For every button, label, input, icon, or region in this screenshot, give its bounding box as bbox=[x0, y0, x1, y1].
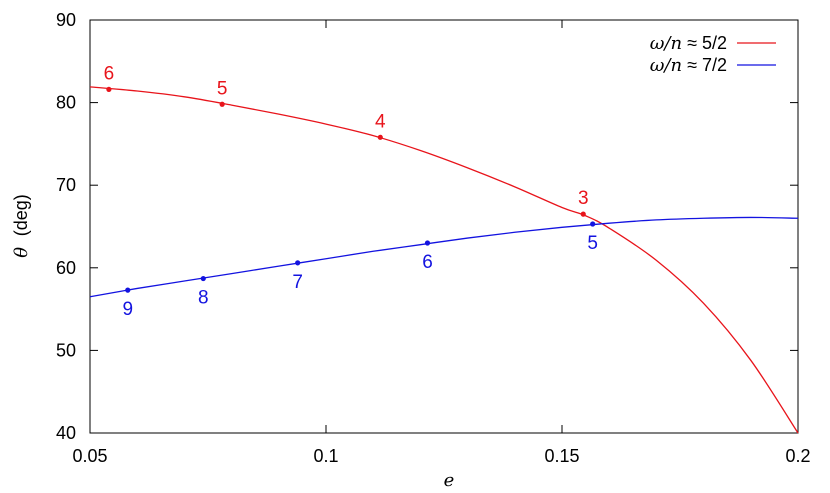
y-tick-label: 40 bbox=[56, 423, 76, 443]
point-label: 6 bbox=[422, 252, 433, 273]
y-axis-symbol: θ bbox=[11, 247, 32, 258]
y-axis-unit: (deg) bbox=[11, 194, 31, 236]
point-label: 9 bbox=[122, 299, 133, 320]
legend-symbol: ω/n bbox=[650, 55, 682, 76]
data-point bbox=[295, 260, 301, 266]
data-point bbox=[219, 101, 225, 107]
legend-value: ≈ 7/2 bbox=[682, 55, 727, 75]
data-point bbox=[590, 221, 596, 227]
point-label: 3 bbox=[578, 188, 589, 209]
legend-symbol: ω/n bbox=[650, 33, 682, 54]
legend: ω/n ≈ 5/2ω/n ≈ 7/2 bbox=[650, 33, 776, 76]
x-tick-label: 0.1 bbox=[313, 446, 338, 466]
point-label: 5 bbox=[217, 78, 228, 99]
data-point bbox=[125, 287, 131, 293]
y-tick-label: 50 bbox=[56, 340, 76, 360]
series-line-1 bbox=[89, 216, 799, 298]
data-point bbox=[580, 211, 586, 217]
x-tick-label: 0.05 bbox=[72, 446, 107, 466]
data-point bbox=[106, 86, 112, 92]
series-points: 6 5 4 3 9 8 7 6 5 bbox=[104, 63, 598, 320]
y-tick-label: 60 bbox=[56, 258, 76, 278]
y-tick-label: 80 bbox=[56, 93, 76, 113]
axis-ticks: 0.05 0.1 0.15 0.2 40 50 60 70 80 90 bbox=[56, 10, 811, 466]
legend-value: ≈ 5/2 bbox=[682, 33, 727, 53]
legend-label-1: ω/n ≈ 7/2 bbox=[650, 55, 727, 76]
x-tick-label: 0.2 bbox=[785, 446, 810, 466]
y-tick-label: 70 bbox=[56, 175, 76, 195]
series-line-0 bbox=[89, 86, 799, 434]
point-label: 6 bbox=[104, 63, 115, 84]
x-tick-label: 0.15 bbox=[544, 446, 579, 466]
data-point bbox=[200, 275, 206, 282]
point-label: 4 bbox=[375, 111, 386, 132]
point-label: 5 bbox=[587, 233, 598, 254]
data-point bbox=[424, 240, 431, 246]
plot-frame bbox=[89, 19, 799, 434]
point-label: 8 bbox=[198, 288, 209, 309]
point-label: 7 bbox=[292, 272, 303, 293]
y-tick-label: 90 bbox=[56, 10, 76, 30]
x-axis-title: e bbox=[444, 470, 455, 491]
data-point bbox=[377, 134, 383, 140]
legend-label-0: ω/n ≈ 5/2 bbox=[650, 33, 727, 54]
series-curves bbox=[89, 86, 799, 434]
y-axis-title: θ (deg) bbox=[11, 194, 32, 258]
